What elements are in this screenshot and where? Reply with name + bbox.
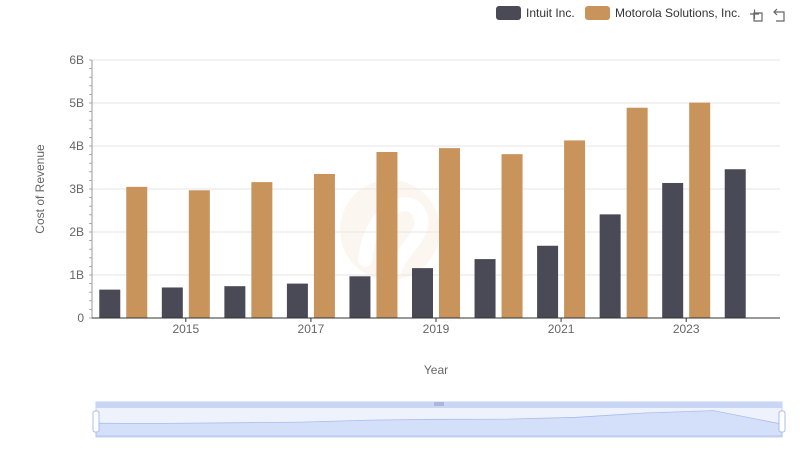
bar-intuit-2024[interactable] bbox=[724, 169, 746, 318]
legend-label: Motorola Solutions, Inc. bbox=[615, 6, 740, 20]
bar-motorola-2017[interactable] bbox=[313, 173, 335, 318]
y-tick-label: 6B bbox=[69, 53, 84, 67]
bar-intuit-2018[interactable] bbox=[349, 276, 371, 318]
bar-motorola-2019[interactable] bbox=[439, 148, 460, 318]
legend-item-motorola[interactable]: Motorola Solutions, Inc. bbox=[585, 6, 740, 20]
legend-swatch bbox=[585, 6, 610, 20]
bars bbox=[99, 102, 746, 318]
bar-intuit-2023[interactable] bbox=[662, 182, 684, 318]
bar-motorola-2015[interactable] bbox=[188, 190, 210, 318]
x-tick-label: 2023 bbox=[673, 322, 700, 336]
y-tick-label: 1B bbox=[69, 268, 84, 282]
zoom-select-icon[interactable] bbox=[748, 6, 764, 22]
y-tick-label: 0 bbox=[77, 311, 84, 325]
axes: 0 1B 2B 3B 4B 5B 6B 2015 2017 2019 2021 2023 bbox=[69, 53, 780, 336]
legend-swatch bbox=[496, 6, 521, 20]
bar-motorola-2023[interactable] bbox=[689, 102, 711, 318]
legend-label: Intuit Inc. bbox=[526, 6, 575, 20]
data-zoom-slider[interactable] bbox=[92, 401, 786, 438]
data-zoom-handle-left[interactable] bbox=[92, 410, 100, 433]
legend: Intuit Inc. Motorola Solutions, Inc. bbox=[496, 6, 740, 20]
bar-motorola-2018[interactable] bbox=[376, 152, 398, 318]
bar-intuit-2019[interactable] bbox=[412, 268, 433, 318]
bar-intuit-2014[interactable] bbox=[99, 289, 121, 318]
bar-intuit-2017[interactable] bbox=[286, 283, 308, 318]
bar-intuit-2015[interactable] bbox=[161, 287, 183, 318]
bar-motorola-2022[interactable] bbox=[626, 107, 648, 318]
data-zoom-preview-area bbox=[95, 410, 783, 437]
bar-intuit-2021[interactable] bbox=[537, 245, 559, 318]
bar-motorola-2020[interactable] bbox=[501, 154, 523, 318]
bar-motorola-2021[interactable] bbox=[564, 140, 586, 318]
x-tick-label: 2015 bbox=[172, 322, 199, 336]
y-tick-label: 3B bbox=[69, 182, 84, 196]
x-tick-label: 2021 bbox=[548, 322, 575, 336]
bar-motorola-2014[interactable] bbox=[126, 186, 148, 318]
legend-item-intuit[interactable]: Intuit Inc. bbox=[496, 6, 575, 20]
y-axis-title: Cost of Revenue bbox=[33, 144, 47, 234]
data-zoom-handle-right[interactable] bbox=[778, 410, 786, 433]
zoom-reset-icon[interactable] bbox=[772, 6, 788, 22]
y-tick-label: 5B bbox=[69, 96, 84, 110]
data-zoom-move-handle[interactable] bbox=[434, 402, 444, 406]
bar-intuit-2022[interactable] bbox=[599, 214, 621, 318]
bar-intuit-2020[interactable] bbox=[474, 259, 496, 318]
x-tick-label: 2017 bbox=[298, 322, 325, 336]
y-tick-label: 4B bbox=[69, 139, 84, 153]
bar-motorola-2016[interactable] bbox=[251, 182, 273, 318]
x-axis-title: Year bbox=[424, 363, 448, 377]
bar-intuit-2016[interactable] bbox=[224, 286, 246, 318]
y-tick-label: 2B bbox=[69, 225, 84, 239]
x-tick-label: 2019 bbox=[423, 322, 450, 336]
